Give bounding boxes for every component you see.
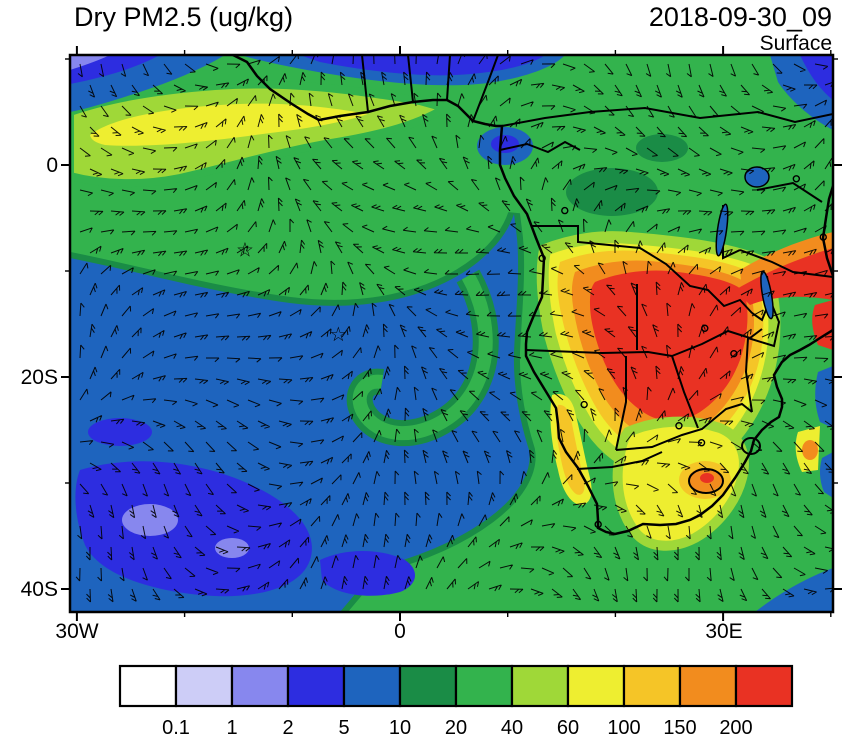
colorbar-swatch-0 bbox=[118, 664, 178, 708]
field-clean-blue-patch bbox=[75, 461, 312, 597]
colorbar-swatch-6 bbox=[454, 664, 514, 708]
colorbar-swatch-5 bbox=[398, 664, 458, 708]
field-namibia-coast-amber bbox=[556, 404, 585, 495]
field-east-red-streak bbox=[812, 300, 833, 350]
city-marker bbox=[701, 324, 709, 332]
ytick-label-20s: 20S bbox=[21, 366, 58, 389]
city-marker bbox=[792, 175, 801, 183]
colorbar-label-40: 40 bbox=[501, 717, 523, 739]
field-east-red-arm bbox=[735, 248, 833, 305]
lake-tanganyika bbox=[715, 203, 729, 257]
field-right-edge-blue bbox=[819, 452, 833, 498]
border-swaziland bbox=[741, 437, 761, 455]
field-cleanest-periwinkle-patch bbox=[215, 538, 249, 558]
level-label: Surface bbox=[760, 32, 832, 55]
coastline-africa-east bbox=[821, 185, 833, 277]
colorbar-label-20: 20 bbox=[445, 717, 467, 739]
xtick-label-0: 0 bbox=[394, 620, 406, 643]
field-right-edge-blue bbox=[815, 366, 833, 428]
lake-victoria bbox=[744, 166, 770, 188]
ytick-label-0: 0 bbox=[46, 154, 58, 177]
colorbar-label-150: 150 bbox=[663, 717, 696, 739]
colorbar-swatch-1 bbox=[174, 664, 234, 708]
colorbar-label-1: 1 bbox=[226, 717, 237, 739]
field-clean-blue-patch bbox=[320, 551, 416, 596]
border-lesotho bbox=[688, 468, 724, 494]
xtick-label-30e: 30E bbox=[705, 620, 742, 643]
city-marker bbox=[697, 439, 706, 447]
field-ocean-hook-green bbox=[352, 272, 493, 441]
field-congo-darkgreen bbox=[566, 168, 658, 216]
city-marker bbox=[594, 520, 602, 529]
colorbar-label-0.1: 0.1 bbox=[162, 717, 190, 739]
star-marker: ☆ bbox=[236, 239, 254, 261]
marker-layer: ☆☆ bbox=[236, 175, 827, 529]
field-bottomright-blue bbox=[755, 568, 833, 612]
colorbar-swatch-3 bbox=[286, 664, 346, 708]
colorbar-swatch-7 bbox=[510, 664, 570, 708]
city-marker bbox=[730, 349, 738, 358]
field-congo-darkgreen bbox=[636, 134, 688, 162]
colorbar-swatch-8 bbox=[566, 664, 626, 708]
field-topedge-blue-band-inner bbox=[300, 55, 545, 76]
field-clean-blue-patch bbox=[88, 418, 152, 446]
city-marker bbox=[580, 400, 588, 409]
map-frame bbox=[68, 53, 835, 614]
wind-barb-layer bbox=[75, 55, 833, 603]
colorbar-label-5: 5 bbox=[338, 717, 349, 739]
field-guinea-coast-blue-inner bbox=[491, 135, 519, 153]
city-marker bbox=[538, 254, 546, 262]
colorbar-swatch-10 bbox=[678, 664, 738, 708]
field-cleanest-periwinkle-patch bbox=[122, 504, 178, 536]
contour-field-layer bbox=[70, 55, 833, 612]
city-marker bbox=[675, 422, 683, 430]
field-right-edge-orange bbox=[802, 440, 818, 460]
colorbar-label-60: 60 bbox=[557, 717, 579, 739]
colorbar: 0.1 1 2 5 10 20 40 60 100 150 200 bbox=[118, 664, 794, 739]
city-marker bbox=[819, 233, 827, 241]
colorbar-swatch-9 bbox=[622, 664, 682, 708]
field-burning-red-core bbox=[590, 270, 748, 421]
valid-datetime: 2018-09-30_09 bbox=[649, 2, 832, 32]
colorbar-label-2: 2 bbox=[282, 717, 293, 739]
field-lesotho-red-dot bbox=[700, 473, 714, 483]
wind-barbs bbox=[75, 55, 833, 603]
field-smoke-plume-yellow-core bbox=[90, 103, 368, 146]
chart-title: Dry PM2.5 (ug/kg) bbox=[74, 2, 293, 32]
xtick-label-30w: 30W bbox=[55, 620, 98, 643]
colorbar-label-10: 10 bbox=[389, 717, 411, 739]
star-marker: ☆ bbox=[329, 324, 347, 346]
axis-ticks-layer bbox=[61, 46, 842, 621]
ytick-label-40s: 40S bbox=[21, 578, 58, 601]
colorbar-swatch-11 bbox=[734, 664, 794, 708]
colorbar-label-100: 100 bbox=[607, 717, 640, 739]
city-marker bbox=[561, 206, 569, 215]
colorbar-swatch-2 bbox=[230, 664, 290, 708]
colorbar-label-200: 200 bbox=[719, 717, 752, 739]
colorbar-swatch-4 bbox=[342, 664, 402, 708]
